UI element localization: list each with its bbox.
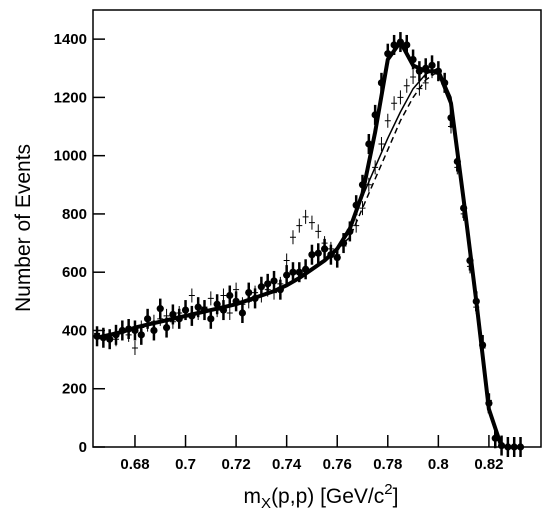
data-point	[137, 324, 145, 345]
point-part	[283, 271, 291, 279]
cross-point	[391, 96, 398, 111]
cross-point	[410, 70, 417, 85]
point-part	[226, 291, 234, 300]
cross-point	[397, 90, 404, 105]
x-title-sup: 2	[384, 481, 392, 498]
x-tick-label: 0.68	[120, 456, 149, 473]
point-part	[289, 268, 297, 276]
cross-point	[378, 137, 385, 152]
point-part	[257, 283, 265, 291]
y-axis-title: Number of Events	[12, 144, 35, 312]
x-tick-label: 0.78	[373, 456, 402, 473]
point-part	[270, 277, 278, 285]
x-title-main: m	[244, 485, 262, 508]
data-point	[314, 243, 322, 264]
point-part	[207, 315, 215, 323]
data-point	[106, 329, 114, 350]
data-point	[169, 304, 177, 325]
x-tick-label: 0.7	[175, 456, 196, 473]
point-part	[264, 280, 272, 288]
data-point	[226, 285, 234, 306]
point-part	[144, 315, 152, 323]
data-point	[308, 244, 316, 265]
point-part	[504, 443, 512, 451]
point-part	[162, 323, 171, 332]
plot-frame	[92, 9, 542, 448]
data-point	[283, 265, 291, 286]
y-tick-label: 0	[79, 439, 87, 456]
x-tick-label: 0.72	[221, 456, 250, 473]
cross-point	[308, 215, 315, 230]
point-part	[333, 254, 341, 262]
point-part	[510, 443, 518, 451]
y-tick-label: 1200	[54, 89, 87, 106]
point-part	[169, 310, 177, 319]
point-part	[320, 245, 329, 253]
cross-point	[359, 201, 366, 216]
y-tick-label: 200	[62, 381, 87, 398]
x-tick-label: 0.76	[323, 456, 352, 473]
y-tick-label: 800	[62, 206, 87, 223]
point-part	[295, 268, 303, 276]
data-point	[289, 262, 297, 283]
data-point	[213, 294, 221, 315]
y-tick-label: 1000	[54, 148, 87, 165]
point-part	[245, 288, 253, 297]
data-point	[264, 273, 272, 294]
data-point	[156, 298, 164, 319]
fit-curve	[96, 40, 504, 448]
fit-curve	[96, 67, 503, 448]
point-part	[516, 443, 525, 451]
cross-point	[207, 291, 214, 306]
y-tick-label: 400	[62, 322, 87, 339]
point-part	[238, 309, 247, 317]
cross-point	[403, 78, 410, 93]
y-tick-label: 600	[62, 264, 87, 281]
point-part	[308, 251, 316, 259]
y-tick-label: 1400	[54, 31, 87, 48]
cross-point	[289, 230, 296, 245]
data-point	[516, 437, 525, 457]
point-part	[314, 249, 322, 257]
cross-point	[226, 305, 233, 320]
fit-curve	[96, 70, 503, 448]
x-title-mid: (p,p) [GeV/c	[271, 485, 384, 508]
cross-point	[296, 218, 303, 233]
data-point	[270, 270, 278, 291]
data-point	[510, 437, 518, 457]
x-title-sub: X	[261, 495, 271, 512]
data-point	[219, 300, 228, 321]
point-part	[137, 331, 145, 339]
point-part	[106, 335, 114, 343]
cross-point	[384, 113, 391, 128]
cross-point	[131, 340, 138, 355]
point-part	[156, 305, 164, 313]
cross-point	[302, 209, 309, 224]
point-part	[194, 303, 202, 311]
point-part	[150, 326, 158, 335]
cross-point	[315, 224, 322, 239]
data-point	[504, 437, 512, 457]
x-title-end: ]	[393, 485, 399, 508]
x-tick-label: 0.74	[272, 456, 302, 473]
x-axis-title: mX(p,p) [GeV/c2]	[244, 481, 399, 512]
cross-point	[188, 288, 195, 303]
x-tick-label: 0.8	[428, 456, 449, 473]
point-part	[213, 300, 221, 308]
point-part	[428, 61, 436, 69]
data-point	[320, 238, 329, 259]
x-tick-label: 0.82	[474, 456, 503, 473]
data-point	[238, 302, 247, 323]
point-part	[181, 306, 190, 314]
